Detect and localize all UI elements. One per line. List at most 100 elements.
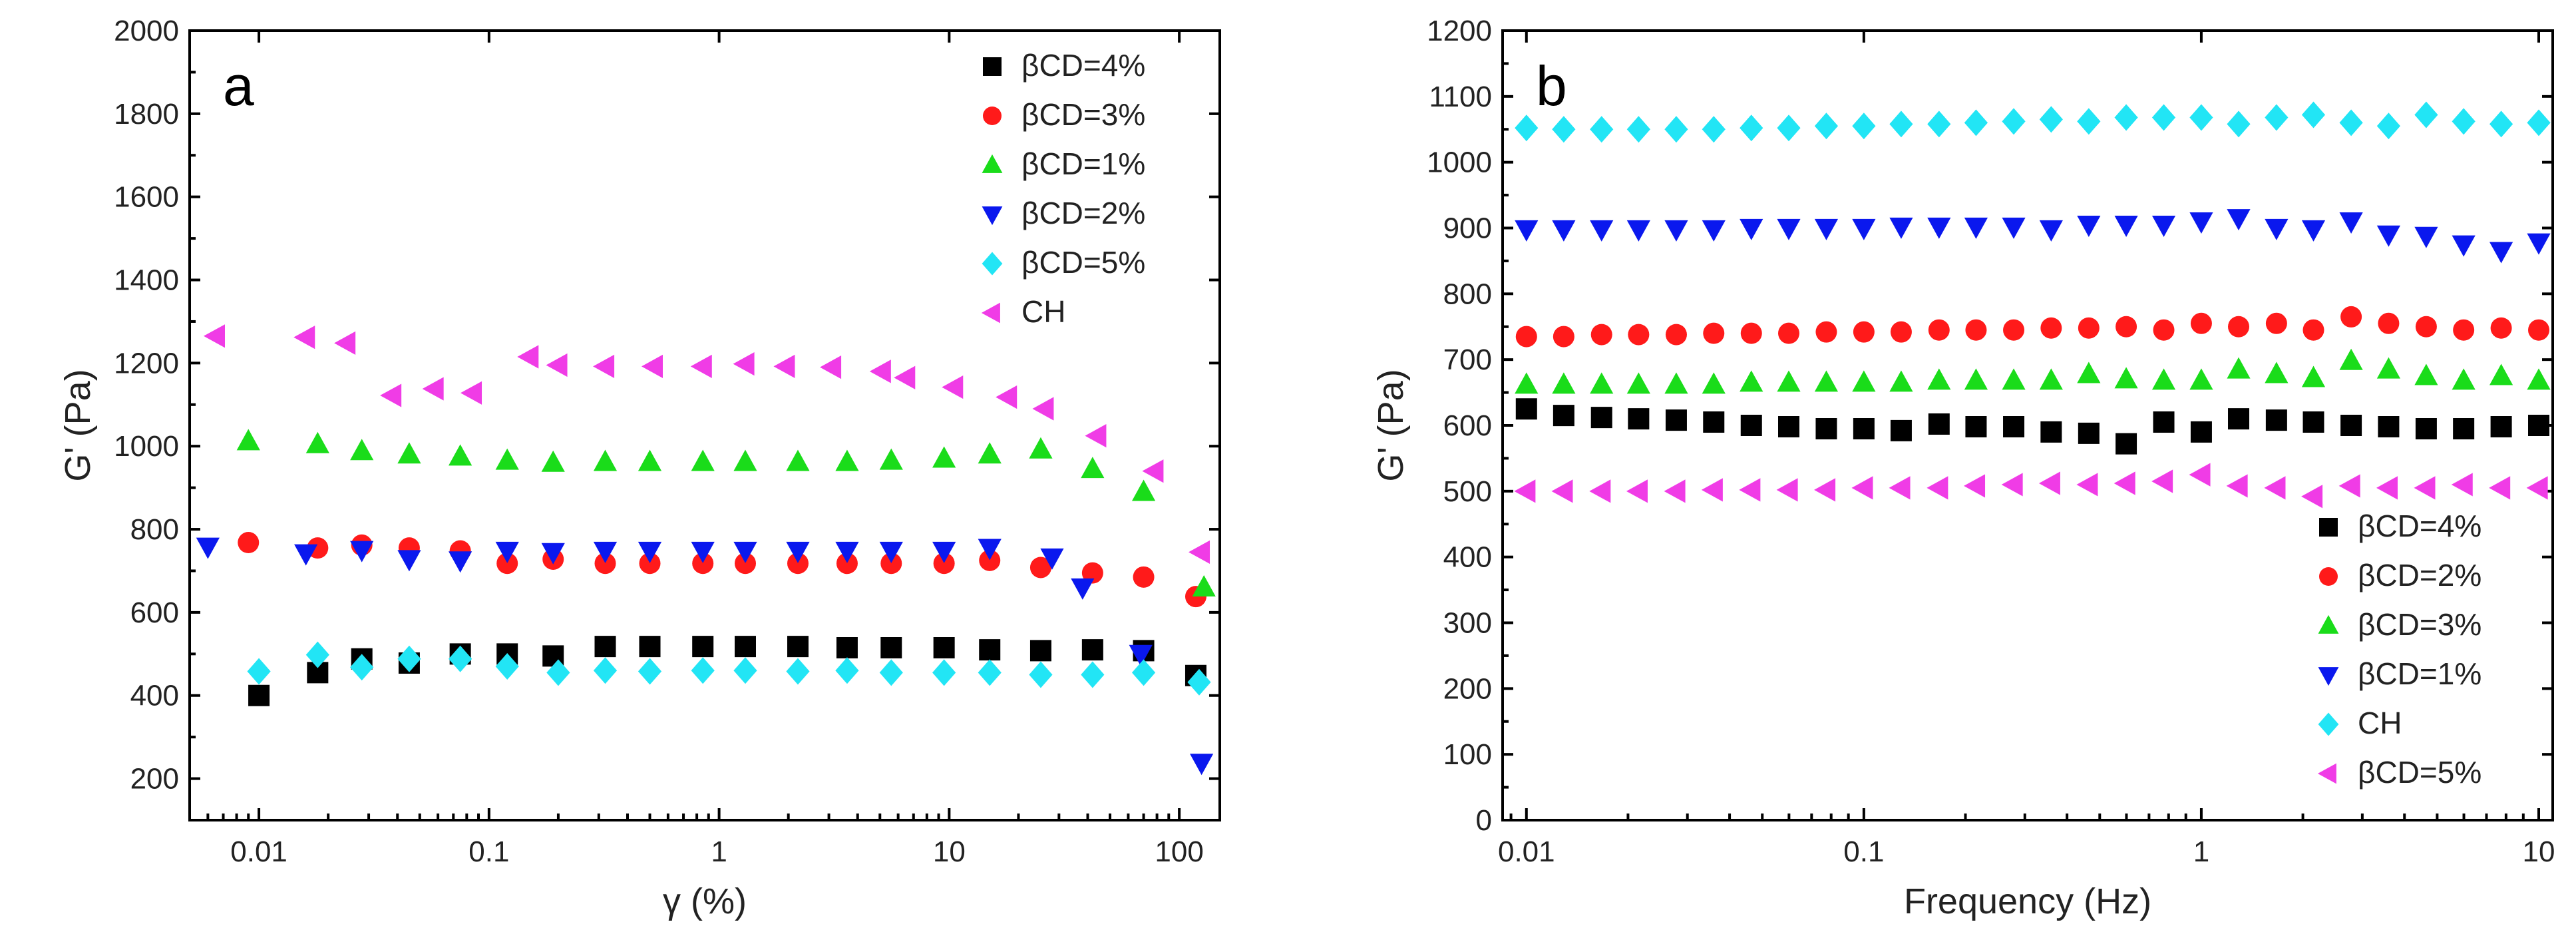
- data-point: [1029, 557, 1051, 579]
- data-point: [1740, 322, 1762, 344]
- legend: βCD=4% βCD=3% βCD=1% βCD=2% βCD=5% CH: [981, 48, 1145, 329]
- series-0: [1515, 398, 2550, 455]
- data-point: [2114, 367, 2138, 389]
- x-tick-label: 0.01: [1498, 835, 1555, 868]
- data-point: [1889, 476, 1911, 500]
- data-point: [1515, 115, 1539, 142]
- data-point: [1702, 220, 1726, 242]
- data-point: [397, 442, 421, 464]
- data-point: [1029, 661, 1053, 688]
- data-point: [1628, 324, 1650, 346]
- y-tick-label: 600: [1443, 409, 1492, 442]
- data-point: [2414, 476, 2436, 500]
- y-tick-label: 400: [1443, 541, 1492, 574]
- data-point: [1085, 424, 1107, 448]
- data-point: [835, 657, 859, 684]
- data-point: [1665, 324, 1687, 346]
- data-point: [238, 532, 260, 554]
- data-point: [2228, 408, 2250, 430]
- data-point: [932, 446, 956, 468]
- data-point: [334, 331, 356, 355]
- data-point: [1739, 478, 1761, 502]
- data-point: [1853, 417, 1875, 439]
- legend-label: βCD=5%: [1021, 245, 1145, 280]
- data-point: [1515, 326, 1537, 348]
- data-point: [2265, 409, 2287, 431]
- data-point: [978, 442, 1002, 464]
- data-point: [2301, 101, 2326, 128]
- data-point: [978, 539, 1002, 561]
- chart-panel-a: 200 400 600 800 1000 1200 1400 1600 1800 2000 0.01…: [58, 15, 1221, 921]
- data-point: [397, 645, 421, 672]
- legend: βCD=4% βCD=2% βCD=3% βCD=1% CH βCD=5%: [2317, 509, 2482, 790]
- data-point: [460, 381, 482, 405]
- x-axis-label: Frequency (Hz): [1904, 881, 2151, 921]
- data-point: [2114, 215, 2138, 237]
- data-point: [2077, 108, 2101, 135]
- legend-marker: [2317, 763, 2336, 784]
- legend-marker: [983, 57, 1002, 76]
- data-point: [1814, 478, 1836, 502]
- y-axis-label: G' (Pa): [1371, 369, 1411, 481]
- data-point: [1553, 326, 1574, 348]
- data-point: [2189, 212, 2213, 234]
- y-tick-label: 900: [1443, 212, 1492, 245]
- data-point: [733, 541, 757, 563]
- data-point: [1626, 116, 1650, 143]
- data-point: [2265, 312, 2287, 334]
- data-point: [1890, 419, 1912, 441]
- data-point: [2078, 317, 2100, 339]
- data-point: [978, 659, 1002, 686]
- data-point: [2153, 411, 2175, 433]
- series-2: [236, 429, 1216, 597]
- data-point: [2453, 417, 2475, 439]
- data-point: [449, 444, 472, 466]
- data-point: [638, 541, 662, 563]
- legend-label: CH: [1021, 294, 1065, 329]
- legend-marker: [982, 206, 1003, 226]
- data-point: [733, 449, 757, 471]
- data-point: [880, 553, 902, 575]
- data-point: [1927, 476, 1948, 500]
- data-point: [2190, 421, 2212, 443]
- data-point: [293, 326, 315, 349]
- data-point: [879, 659, 903, 686]
- data-point: [2077, 361, 2101, 383]
- data-point: [733, 657, 757, 684]
- data-point: [1551, 479, 1573, 503]
- data-point: [638, 658, 662, 685]
- data-point: [2227, 209, 2251, 231]
- panel-label: b: [1536, 55, 1567, 117]
- data-point: [2376, 357, 2401, 379]
- y-tick-label: 1100: [1429, 81, 1492, 113]
- chart-b-svg: 0 100 200 300 400 500 600 700 800 900 1000 1100 1200…: [1371, 15, 2555, 921]
- data-point: [546, 353, 568, 377]
- series-4: [1515, 101, 2551, 143]
- y-tick-label: 1400: [114, 264, 179, 297]
- data-point: [2001, 473, 2023, 497]
- data-point: [2527, 368, 2551, 390]
- data-point: [1029, 437, 1053, 459]
- y-tick-label: 1800: [114, 98, 179, 130]
- data-point: [1040, 548, 1064, 570]
- data-point: [1777, 115, 1801, 142]
- y-tick-label: 500: [1443, 475, 1492, 508]
- data-point: [2189, 104, 2213, 131]
- data-point: [2039, 106, 2063, 133]
- legend-label: βCD=4%: [2358, 509, 2482, 543]
- data-point: [248, 684, 270, 706]
- data-point: [541, 450, 565, 472]
- x-tick-label: 0.1: [1843, 835, 1884, 868]
- series-2: [1515, 348, 2551, 394]
- data-point: [2301, 220, 2326, 242]
- data-point: [1131, 479, 1156, 501]
- data-point: [2414, 101, 2438, 128]
- data-point: [1889, 111, 1913, 138]
- data-point: [1889, 370, 1913, 392]
- y-tick-label: 700: [1443, 344, 1492, 376]
- data-point: [1927, 368, 1951, 390]
- data-point: [836, 636, 858, 658]
- data-point: [879, 448, 903, 470]
- data-point: [2003, 319, 2025, 341]
- series-0: [248, 636, 1206, 706]
